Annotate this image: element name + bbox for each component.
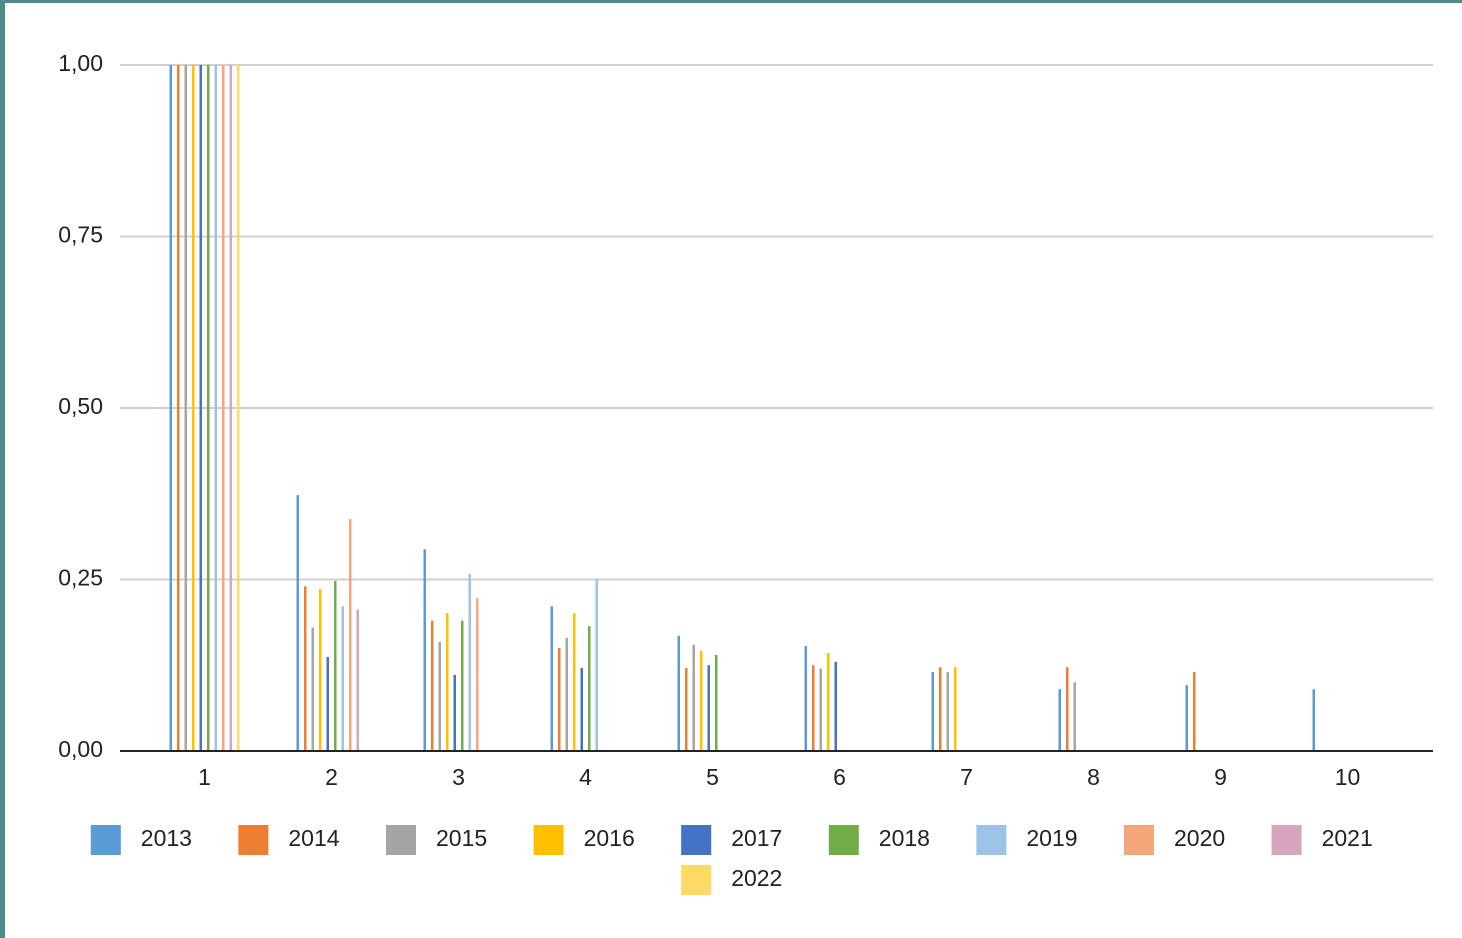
bar — [931, 672, 934, 751]
bar — [573, 613, 576, 751]
bar — [700, 650, 703, 751]
legend-label: 2016 — [584, 825, 635, 851]
bar — [319, 589, 322, 751]
bar — [229, 65, 232, 751]
legend-swatch — [1124, 825, 1154, 855]
x-tick-label: 2 — [325, 764, 338, 790]
legend-swatch — [1271, 825, 1302, 855]
legend-swatch — [238, 825, 269, 855]
bar — [468, 574, 471, 751]
bar — [349, 519, 352, 751]
bar — [192, 65, 195, 751]
legend-label: 2014 — [288, 825, 339, 851]
y-tick-label: 0,25 — [58, 565, 103, 591]
x-tick-label: 9 — [1214, 764, 1227, 790]
bar — [834, 661, 837, 751]
bar — [1185, 685, 1188, 751]
bar — [1312, 689, 1315, 751]
frame-edge — [0, 0, 5, 938]
bar — [214, 65, 217, 751]
bar — [476, 598, 479, 751]
bar — [237, 65, 240, 751]
legend-swatch — [681, 865, 712, 895]
x-tick-label: 1 — [198, 764, 211, 790]
legend-label: 2017 — [731, 825, 782, 851]
bar — [1193, 672, 1196, 751]
legend-label: 2020 — [1174, 825, 1225, 851]
legend-label: 2021 — [1322, 825, 1373, 851]
x-tick-label: 10 — [1335, 764, 1361, 790]
legend-swatch — [386, 825, 416, 855]
bar — [804, 646, 807, 751]
bar — [677, 635, 680, 751]
bar — [356, 609, 359, 751]
legend-swatch — [90, 825, 121, 855]
legend-label: 2022 — [731, 865, 782, 891]
legend-label: 2013 — [141, 825, 192, 851]
bar — [692, 644, 695, 751]
bar — [207, 65, 210, 751]
bar — [1058, 689, 1061, 751]
bar — [1066, 667, 1069, 751]
bar — [431, 620, 434, 751]
bar — [461, 620, 464, 751]
bar — [954, 667, 957, 751]
bar — [939, 667, 942, 751]
frame-edge — [0, 0, 1462, 3]
x-tick-label: 3 — [452, 764, 465, 790]
bar — [565, 637, 568, 751]
bar — [827, 652, 830, 751]
bar — [184, 65, 187, 751]
legend-swatch — [681, 825, 712, 855]
bar — [595, 578, 598, 751]
bar — [222, 65, 225, 751]
bar — [558, 648, 561, 751]
bar — [707, 665, 710, 751]
y-tick-label: 0,75 — [58, 222, 103, 248]
legend-swatch — [976, 825, 1007, 855]
x-tick-label: 4 — [579, 764, 592, 790]
bar — [311, 627, 314, 751]
x-tick-label: 7 — [960, 764, 973, 790]
bar — [819, 668, 822, 751]
x-tick-label: 6 — [833, 764, 846, 790]
bar — [685, 667, 688, 751]
x-tick-label: 5 — [706, 764, 719, 790]
bar — [715, 654, 718, 751]
legend-swatch — [533, 825, 564, 855]
bar — [812, 665, 815, 751]
bar — [341, 606, 344, 751]
bar — [550, 606, 553, 751]
x-tick-label: 8 — [1087, 764, 1100, 790]
bar — [588, 626, 591, 751]
bar — [438, 641, 441, 751]
bar — [453, 674, 456, 751]
y-tick-label: 1,00 — [58, 50, 103, 76]
bar — [169, 65, 172, 751]
bar — [296, 495, 299, 751]
bar — [1073, 682, 1076, 751]
y-tick-label: 0,50 — [58, 393, 103, 419]
legend-swatch — [828, 825, 859, 855]
legend-label: 2018 — [879, 825, 930, 851]
bar — [199, 65, 202, 751]
bar — [946, 672, 949, 751]
bar — [580, 667, 583, 751]
y-tick-label: 0,00 — [58, 736, 103, 762]
bar — [423, 549, 426, 751]
bar — [326, 657, 329, 751]
bar — [334, 580, 337, 751]
legend-label: 2019 — [1026, 825, 1077, 851]
legend-label: 2015 — [436, 825, 487, 851]
bar — [446, 613, 449, 751]
bar — [177, 65, 180, 751]
bar — [304, 586, 307, 751]
